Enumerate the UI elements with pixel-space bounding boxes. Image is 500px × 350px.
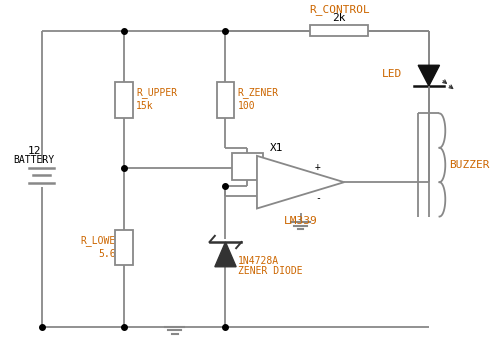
Text: +: + — [315, 162, 321, 172]
Polygon shape — [257, 156, 344, 209]
Bar — [310, 26, 368, 36]
Text: R_UPPER: R_UPPER — [136, 88, 177, 98]
Text: 100: 100 — [238, 101, 255, 111]
Text: -: - — [315, 193, 321, 203]
Text: BATTERY: BATTERY — [14, 155, 55, 165]
Polygon shape — [418, 65, 440, 86]
Text: 2k: 2k — [332, 13, 346, 23]
Text: R_ZENER: R_ZENER — [238, 88, 279, 98]
Bar — [217, 82, 234, 118]
Text: R_LOWER: R_LOWER — [80, 235, 122, 246]
Text: 15k: 15k — [136, 101, 154, 111]
Text: R_CONTROL: R_CONTROL — [309, 4, 370, 15]
Text: 5V: 5V — [241, 162, 254, 172]
Bar — [232, 153, 263, 181]
Text: +: + — [261, 163, 268, 173]
Text: ZENER DIODE: ZENER DIODE — [238, 266, 302, 276]
Text: 5.6k: 5.6k — [98, 249, 122, 259]
Text: BUZZER: BUZZER — [449, 160, 490, 170]
Text: LM339: LM339 — [284, 216, 318, 226]
Text: 12: 12 — [28, 146, 41, 156]
Bar — [115, 82, 132, 118]
Text: 1N4728A: 1N4728A — [238, 256, 279, 266]
Bar — [115, 230, 132, 265]
Polygon shape — [215, 242, 236, 267]
Text: -: - — [261, 191, 268, 201]
Text: X1: X1 — [270, 143, 283, 153]
Text: LED: LED — [382, 69, 402, 79]
